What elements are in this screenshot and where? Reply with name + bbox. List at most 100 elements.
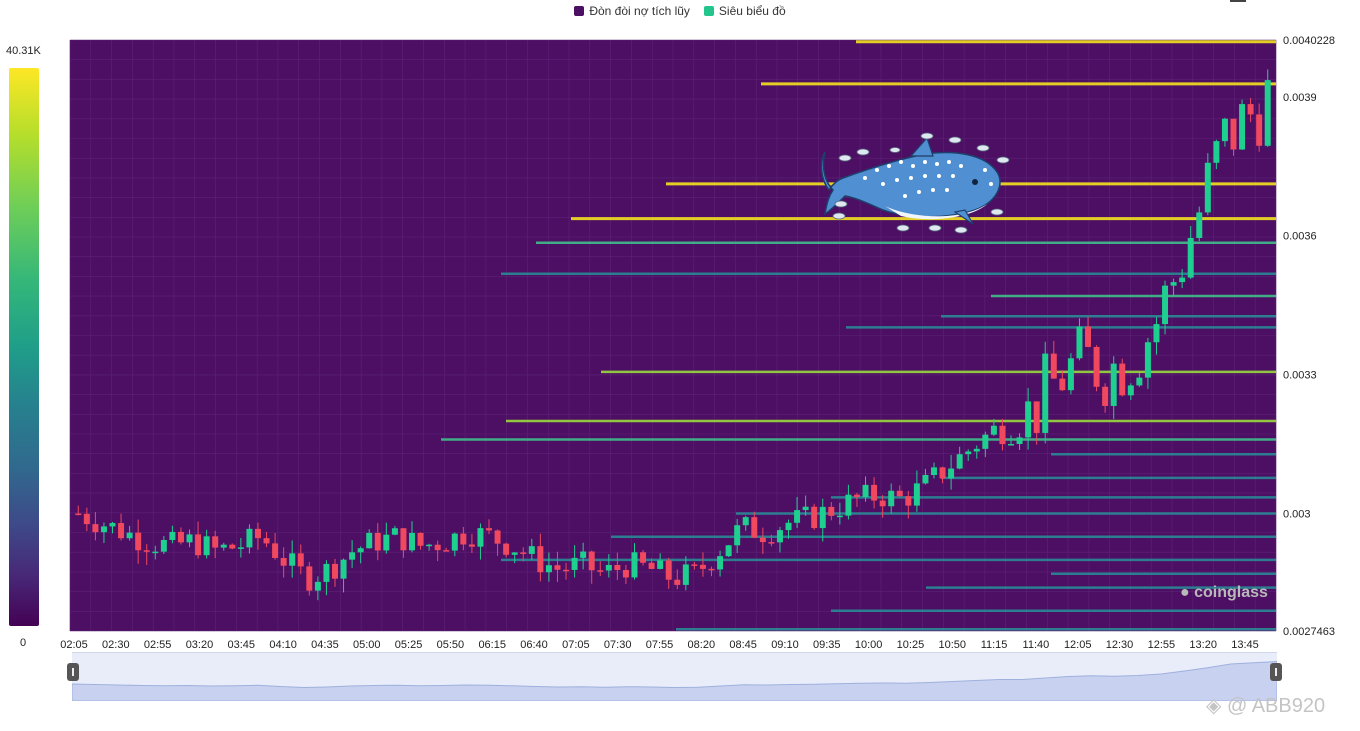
candle-body: [853, 494, 860, 498]
candle-body: [160, 539, 167, 552]
candle-body: [939, 467, 946, 479]
coinglass-watermark: ● coinglass: [1180, 584, 1268, 602]
candle-body: [1102, 386, 1109, 406]
candle-body: [340, 559, 347, 579]
candle-body: [1042, 353, 1049, 433]
candle-body: [862, 484, 869, 498]
candle-body: [1204, 162, 1211, 213]
candle-body: [648, 562, 655, 569]
user-watermark: ◈ @ ABB920: [1206, 693, 1325, 718]
x-tick-label: 10:25: [897, 639, 925, 651]
legend-item-accumulated[interactable]: Đòn đòi nợ tích lũy: [574, 4, 690, 18]
candle-body: [896, 490, 903, 497]
candle-body: [1067, 358, 1074, 391]
candle-body: [759, 537, 766, 543]
range-handle-left[interactable]: [67, 663, 79, 681]
candle-body: [734, 525, 741, 546]
candle-body: [280, 557, 287, 566]
candle-body: [956, 454, 963, 469]
candle-body: [1127, 385, 1134, 396]
candle-body: [1196, 212, 1203, 238]
legend-swatch-accumulated: [574, 6, 585, 16]
candle-body: [426, 544, 433, 547]
candle-body: [75, 513, 82, 516]
candle-body: [109, 523, 116, 527]
candle-body: [845, 494, 852, 516]
candle-body: [366, 532, 373, 549]
candle-body: [195, 534, 202, 556]
candle-body: [614, 564, 621, 571]
range-handle-right[interactable]: [1270, 663, 1282, 681]
candle-body: [888, 490, 895, 507]
candle-body: [528, 546, 535, 554]
x-tick-label: 08:45: [729, 639, 757, 651]
x-axis: 02:05 02:30 02:55 03:20 03:45 04:10 04:35 05:00…: [60, 639, 1259, 651]
candle-body: [725, 545, 732, 557]
candle-body: [468, 544, 475, 547]
candle-body: [494, 530, 501, 544]
candle-body: [477, 528, 484, 547]
candle-body: [1264, 80, 1271, 146]
x-tick-label: 05:00: [353, 639, 381, 651]
x-tick-label: 04:35: [311, 639, 339, 651]
x-tick-label: 11:40: [1023, 639, 1050, 651]
candle-body: [802, 506, 809, 511]
candle-body: [811, 506, 818, 529]
candle-body: [503, 543, 510, 555]
candle-body: [1033, 401, 1040, 433]
candle-body: [965, 451, 972, 455]
legend-item-superchart[interactable]: Siêu biểu đồ: [703, 4, 786, 18]
candle-body: [682, 564, 689, 585]
candle-body: [400, 528, 407, 551]
x-tick-label: 07:55: [646, 639, 674, 651]
candle-body: [717, 556, 724, 570]
range-navigator[interactable]: [71, 652, 1278, 702]
candle-body: [999, 425, 1006, 445]
candle-body: [331, 563, 338, 579]
candle-body: [1213, 141, 1220, 163]
candle-body: [391, 528, 398, 535]
candle-body: [272, 543, 279, 558]
candle-body: [879, 500, 886, 507]
x-tick-label: 11:15: [981, 639, 1008, 651]
candle-body: [631, 552, 638, 578]
candle-body: [511, 552, 518, 555]
candle-body: [143, 550, 150, 552]
candle-body: [699, 564, 706, 569]
candle-body: [118, 523, 125, 539]
candle-body: [1221, 118, 1228, 142]
candle-body: [486, 528, 493, 531]
x-tick-label: 02:05: [60, 639, 88, 651]
y-tick-label: 0.0027463: [1283, 626, 1335, 638]
x-tick-label: 04:10: [269, 639, 297, 651]
candle-body: [1239, 104, 1246, 150]
candle-body: [1144, 342, 1151, 378]
candle-body: [922, 474, 929, 484]
candle-body: [254, 528, 261, 539]
candle-body: [1162, 285, 1169, 325]
coinglass-watermark-text: coinglass: [1194, 584, 1268, 601]
x-tick-label: 13:20: [1189, 639, 1217, 651]
y-tick-label: 0.0033: [1283, 370, 1317, 382]
candle-body: [819, 506, 826, 529]
candle-body: [357, 548, 364, 553]
candle-body: [126, 532, 133, 539]
candle-body: [828, 506, 835, 516]
candle-body: [83, 513, 90, 525]
x-tick-label: 02:55: [144, 639, 172, 651]
candle-body: [776, 530, 783, 543]
candle-body: [203, 536, 210, 556]
candle-body: [1025, 401, 1032, 438]
candle-body: [263, 538, 270, 544]
candle-body: [1093, 346, 1100, 387]
candle-body: [1085, 326, 1092, 347]
candle-body: [571, 557, 578, 570]
candle-body: [220, 544, 227, 548]
candle-body: [742, 517, 749, 526]
x-tick-label: 05:50: [437, 639, 465, 651]
candle-body: [563, 569, 570, 572]
candle-body: [1016, 437, 1023, 444]
candle-body: [1153, 324, 1160, 343]
y-tick-label: 0.003: [1283, 509, 1311, 521]
